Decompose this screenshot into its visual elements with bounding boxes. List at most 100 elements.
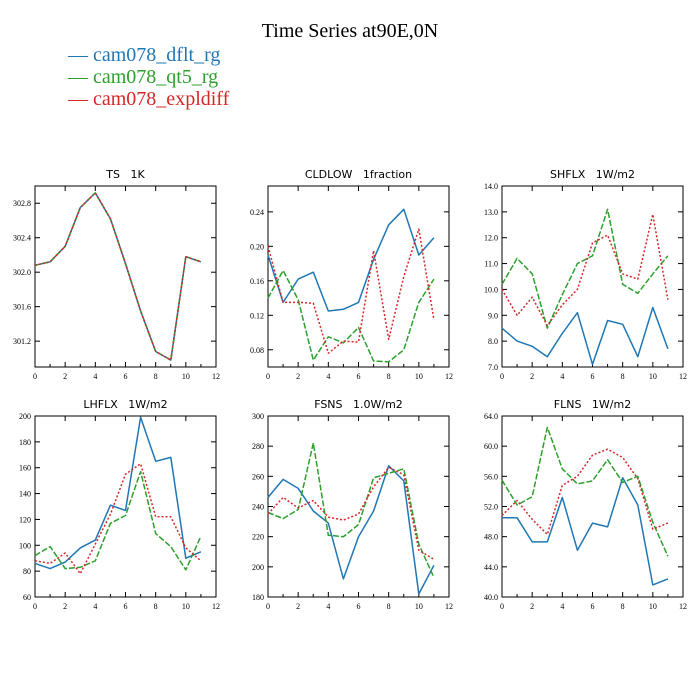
series-line-ts-cam078_expldiff <box>34 192 202 361</box>
x-tick-label: 2 <box>296 372 300 381</box>
y-tick-label: 40.0 <box>484 593 498 602</box>
y-tick-label: 200 <box>252 563 264 572</box>
x-tick-label: 10 <box>182 372 190 381</box>
y-tick-label: 280 <box>252 442 264 451</box>
chart-title-shflx: SHFLX 1W/m2 <box>550 168 635 181</box>
series-line-shflx-cam078_qt5_rg <box>501 208 669 329</box>
y-tick-label: 44.0 <box>484 563 498 572</box>
y-tick-label: 100 <box>19 541 31 550</box>
series-line-flns-cam078_dflt_rg <box>502 477 669 586</box>
y-tick-label: 48.0 <box>484 533 498 542</box>
x-tick-label: 2 <box>63 602 67 611</box>
chart-panel-flns: FLNS 1W/m2 0 2 4 6 8 10 12 40.0 44.0 48.0 52.0 56.0 6… <box>484 398 687 611</box>
series-line-cldlow-cam078_qt5_rg <box>267 269 435 363</box>
x-tick-label: 4 <box>560 602 564 611</box>
series-line-fsns-cam078_expldiff <box>267 466 435 560</box>
series-line-lhflx-cam078_qt5_rg <box>34 470 202 571</box>
y-tick-label: 8.0 <box>488 337 498 346</box>
x-tick-label: 4 <box>326 372 330 381</box>
y-tick-label: 260 <box>252 472 264 481</box>
x-tick-label: 8 <box>387 602 391 611</box>
y-tick-label: 301.6 <box>13 303 31 312</box>
x-tick-label: 2 <box>296 602 300 611</box>
x-tick-label: 0 <box>266 602 270 611</box>
y-tick-label: 160 <box>19 464 31 473</box>
y-tick-label: 0.16 <box>250 277 264 286</box>
plot-frame-ts <box>34 185 217 368</box>
x-tick-label: 6 <box>357 372 361 381</box>
y-tick-label: 300 <box>252 412 264 421</box>
y-tick-label: 52.0 <box>484 503 498 512</box>
y-tick-label: 11.0 <box>484 260 498 269</box>
y-tick-label: 240 <box>252 503 264 512</box>
y-tick-label: 13.0 <box>484 208 498 217</box>
x-tick-label: 10 <box>649 372 657 381</box>
page-title: Time Series at90E,0N <box>261 20 439 42</box>
series-line-ts-cam078_dflt_rg <box>34 192 202 361</box>
legend-entry-dflt: — cam078_dflt_rg <box>68 44 221 66</box>
legend-entry-qt5: — cam078_qt5_rg <box>68 66 219 88</box>
series-line-fsns-cam078_qt5_rg <box>267 442 435 578</box>
y-tick-label: 12.0 <box>484 234 498 243</box>
x-tick-label: 8 <box>387 372 391 381</box>
x-tick-label: 2 <box>530 602 534 611</box>
x-tick-label: 8 <box>621 602 625 611</box>
x-tick-label: 10 <box>415 602 423 611</box>
y-tick-label: 60 <box>23 593 31 602</box>
y-tick-label: 180 <box>252 593 264 602</box>
series-line-shflx-cam078_expldiff <box>501 213 669 327</box>
y-tick-label: 220 <box>252 533 264 542</box>
chart-title-flns: FLNS 1W/m2 <box>554 398 631 411</box>
y-tick-label: 180 <box>19 438 31 447</box>
y-tick-label: 80 <box>23 567 31 576</box>
y-tick-label: 200 <box>19 412 31 421</box>
y-tick-label: 0.24 <box>250 208 264 217</box>
chart-title-lhflx: LHFLX 1W/m2 <box>83 398 167 411</box>
x-tick-label: 10 <box>182 602 190 611</box>
chart-panel-cldlow: CLDLOW 1fraction 0 2 4 6 8 10 12 0.08 0.12 0.16 0.2… <box>250 168 453 381</box>
y-tick-label: 302.0 <box>13 268 31 277</box>
chart-panel-fsns: FSNS 1.0W/m2 0 2 4 6 8 10 12 180 200 220 240 260 280 3… <box>252 398 453 611</box>
y-tick-label: 60.0 <box>484 442 498 451</box>
x-tick-label: 8 <box>154 372 158 381</box>
x-tick-label: 8 <box>621 372 625 381</box>
x-tick-label: 4 <box>93 372 97 381</box>
series-line-cldlow-cam078_dflt_rg <box>267 208 435 312</box>
x-tick-label: 2 <box>63 372 67 381</box>
series-line-flns-cam078_expldiff <box>501 448 669 536</box>
legend-entry-expldiff: — cam078_expldiff <box>68 88 230 110</box>
y-tick-label: 0.12 <box>250 311 264 320</box>
x-tick-label: 6 <box>357 602 361 611</box>
y-tick-label: 120 <box>19 515 31 524</box>
chart-title-cldlow: CLDLOW 1fraction <box>305 168 412 181</box>
x-tick-label: 6 <box>591 602 595 611</box>
x-tick-label: 0 <box>33 602 37 611</box>
y-tick-label: 0.08 <box>250 346 264 355</box>
plot-frame-flns <box>501 415 684 598</box>
chart-title-ts: TS 1K <box>105 168 145 181</box>
x-tick-label: 6 <box>124 372 128 381</box>
y-tick-label: 56.0 <box>484 472 498 481</box>
x-tick-label: 10 <box>415 372 423 381</box>
x-tick-label: 0 <box>500 372 504 381</box>
x-tick-label: 4 <box>560 372 564 381</box>
x-tick-label: 12 <box>679 372 687 381</box>
series-line-shflx-cam078_dflt_rg <box>501 306 669 366</box>
series-line-fsns-cam078_dflt_rg <box>267 465 435 595</box>
x-tick-label: 12 <box>679 602 687 611</box>
y-tick-label: 302.8 <box>13 199 31 208</box>
chart-panel-shflx: SHFLX 1W/m2 0 2 4 6 8 10 12 7.0 8.0 9.0 10.0 11.0 12.… <box>484 168 687 381</box>
x-tick-label: 12 <box>445 372 453 381</box>
x-tick-label: 8 <box>154 602 158 611</box>
y-tick-label: 0.20 <box>250 242 264 251</box>
series-line-flns-cam078_qt5_rg <box>501 426 669 557</box>
x-tick-label: 12 <box>212 602 220 611</box>
x-tick-label: 4 <box>326 602 330 611</box>
y-tick-label: 14.0 <box>484 182 498 191</box>
series-line-lhflx-cam078_dflt_rg <box>34 416 202 570</box>
plot-frame-shflx <box>501 185 684 368</box>
x-tick-label: 4 <box>93 602 97 611</box>
x-tick-label: 12 <box>445 602 453 611</box>
x-tick-label: 0 <box>266 372 270 381</box>
